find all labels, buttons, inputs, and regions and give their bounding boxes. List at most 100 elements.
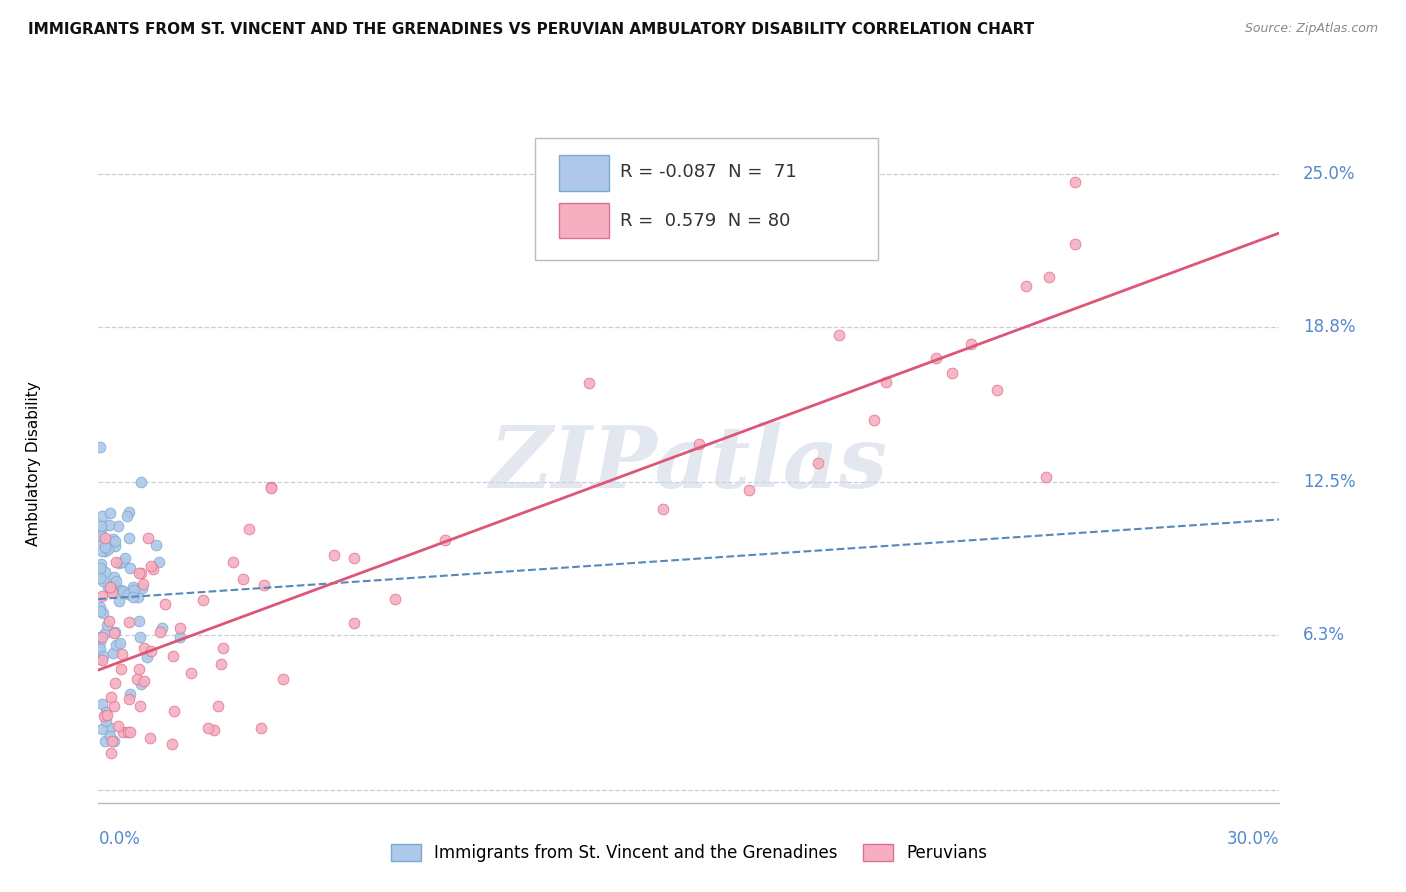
Point [103,698,125,713]
FancyBboxPatch shape [560,155,609,191]
Point [111,648,134,662]
Point [323,548,346,562]
Point [117,587,139,601]
Point [96,618,118,632]
Point [89,533,111,547]
Point [97,580,120,594]
Text: Source: ZipAtlas.com: Source: ZipAtlas.com [1244,22,1378,36]
Point [96,714,118,729]
Point [98,614,121,628]
Point [93,708,115,723]
Point [232,572,254,586]
Text: 0.0%: 0.0% [98,830,141,848]
Point [91,722,114,736]
Point [1063,175,1085,189]
Point [100,747,122,761]
Point [149,625,172,640]
Text: 12.5%: 12.5% [1303,474,1355,491]
Point [94,532,117,546]
Point [89,642,111,657]
Point [807,456,830,470]
Point [110,582,132,597]
Point [578,376,600,390]
Text: 6.3%: 6.3% [1303,626,1346,644]
Point [125,672,148,686]
FancyBboxPatch shape [560,202,609,238]
Point [139,644,162,658]
Point [100,690,122,704]
Point [118,687,141,701]
Point [118,691,141,706]
Point [91,630,114,644]
Point [141,559,163,574]
Point [111,725,134,739]
Point [93,540,115,554]
Point [191,592,214,607]
Point [136,531,159,545]
Point [197,721,219,735]
Point [105,638,128,652]
Point [101,533,124,547]
Point [1063,237,1085,252]
Point [128,630,150,644]
Point [169,621,191,635]
Point [98,721,121,735]
Point [129,677,152,691]
Text: ZIPatlas: ZIPatlas [489,422,889,506]
Point [986,383,1008,397]
Point [128,615,150,629]
Point [101,734,124,748]
Point [132,577,155,591]
Point [122,590,145,604]
Point [100,579,122,593]
Point [162,648,184,663]
Point [103,734,125,748]
Point [104,579,127,593]
Point [162,737,184,751]
Point [103,646,125,660]
Point [959,336,981,351]
Point [117,725,139,739]
Point [108,636,131,650]
Point [238,522,260,536]
Point [104,574,127,589]
Point [169,630,191,644]
Point [688,437,710,451]
Point [129,566,152,581]
Text: 25.0%: 25.0% [1303,165,1355,183]
Point [97,541,120,556]
Point [103,570,125,584]
Point [91,606,114,620]
Point [142,562,165,576]
Point [118,531,141,545]
Point [112,583,135,598]
Point [1015,279,1038,293]
Point [107,719,129,733]
Point [145,538,167,552]
Point [249,721,271,735]
Point [118,724,141,739]
Point [118,561,141,575]
Legend: Immigrants from St. Vincent and the Grenadines, Peruvians: Immigrants from St. Vincent and the Gren… [384,838,994,869]
Point [875,375,897,389]
Point [91,589,114,603]
Point [98,580,121,594]
Point [108,593,131,607]
Text: R = -0.087  N =  71: R = -0.087 N = 71 [620,163,797,181]
Point [211,641,233,656]
Point [89,600,111,615]
Point [98,506,121,520]
Text: IMMIGRANTS FROM ST. VINCENT AND THE GRENADINES VS PERUVIAN AMBULATORY DISABILITY: IMMIGRANTS FROM ST. VINCENT AND THE GREN… [28,22,1035,37]
Point [222,555,245,569]
Point [122,580,145,594]
Point [828,327,851,342]
Point [863,413,886,427]
Point [89,564,111,578]
Point [91,574,114,589]
Point [94,543,117,558]
Point [98,518,121,533]
Point [132,641,155,656]
Point [253,578,276,592]
Point [89,604,111,618]
Point [652,502,675,516]
